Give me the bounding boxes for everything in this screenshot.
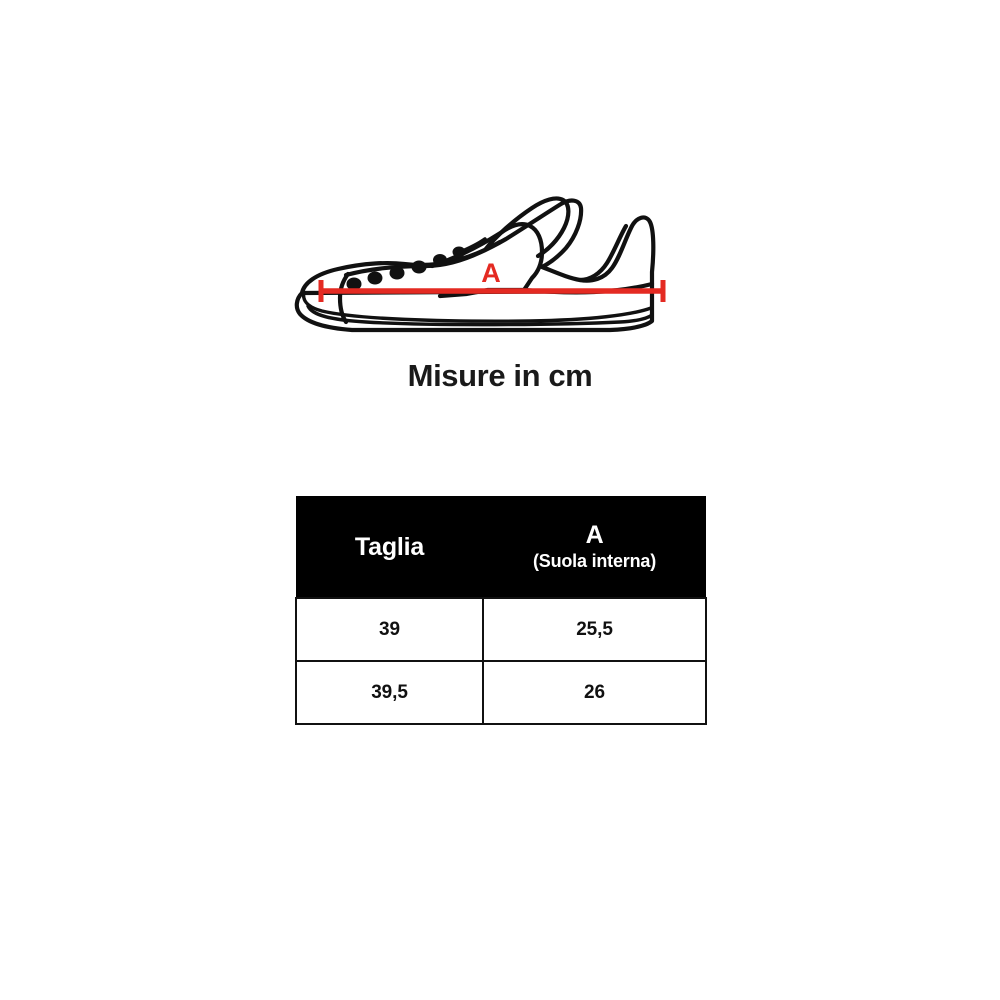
heel-counter-path	[577, 223, 629, 283]
eyelet-1	[346, 277, 362, 291]
table-row: 39 25,5	[295, 597, 707, 662]
column-header-size: Taglia	[296, 496, 483, 598]
cell-size: 39,5	[295, 660, 484, 725]
table-row: 39,5 26	[295, 660, 707, 725]
tongue-path	[482, 196, 571, 259]
cell-measure: 26	[482, 660, 707, 725]
toe-cap-seam-path	[337, 271, 351, 325]
size-chart-tbody: 39 25,5 39,5 26	[295, 597, 707, 725]
quarter-panel-path	[429, 222, 545, 299]
eyelet-5	[433, 254, 447, 266]
lace-line-path	[456, 237, 487, 255]
diagram-caption: Misure in cm	[407, 358, 593, 393]
column-header-measure-sublabel: (Suola interna)	[532, 550, 656, 571]
size-chart-thead: Taglia A (Suola interna)	[296, 496, 706, 598]
column-header-size-label: Taglia	[354, 532, 425, 561]
eyelet-2	[367, 271, 383, 285]
measurement-line-group	[318, 280, 666, 302]
measurement-a-label: A	[481, 258, 501, 288]
sneaker-illustration-svg: A	[294, 196, 666, 333]
upper-outline-path	[299, 198, 656, 296]
cell-size: 39	[295, 597, 484, 662]
table-header-row: Taglia A (Suola interna)	[296, 496, 706, 598]
sneaker-outline-group	[294, 196, 656, 333]
sole-stripe-upper-path	[301, 290, 653, 323]
column-header-measure: A (Suola interna)	[483, 496, 706, 598]
sole-outer-path	[294, 288, 655, 333]
size-chart-table: Taglia A (Suola interna) 39 25,5 39,5 26	[295, 496, 707, 725]
column-header-measure-label: A	[585, 520, 604, 549]
sneaker-diagram: A	[280, 160, 710, 350]
cell-measure: 25,5	[482, 597, 707, 662]
eyelet-3	[389, 266, 405, 280]
sole-stripe-lower-path	[306, 304, 654, 327]
eyelet-4	[411, 260, 427, 274]
